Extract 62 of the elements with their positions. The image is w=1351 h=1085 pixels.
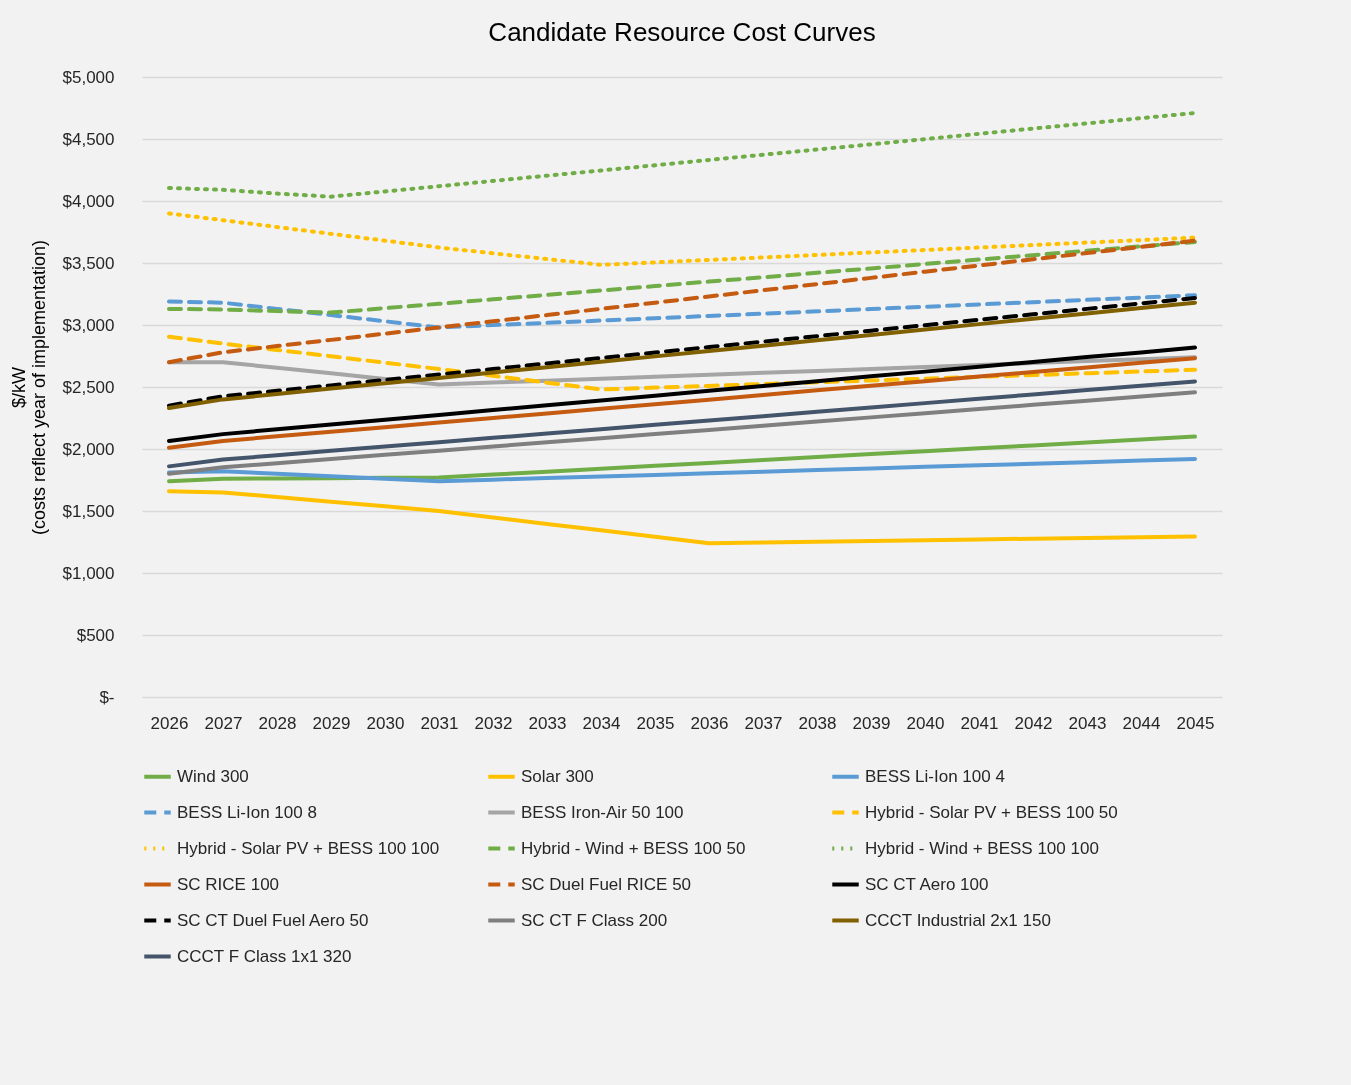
x-tick-label: 2044 xyxy=(1122,713,1161,733)
x-tick-label: 2026 xyxy=(150,713,189,733)
line-series xyxy=(167,239,1197,315)
y-tick-label: $1,000 xyxy=(62,563,115,583)
x-tick-label: 2034 xyxy=(582,713,621,733)
line-series xyxy=(167,334,1197,392)
y-tick-label: $2,000 xyxy=(62,439,115,459)
x-tick-label: 2043 xyxy=(1068,713,1107,733)
legend-label: CCCT F Class 1x1 320 xyxy=(177,946,352,966)
x-tick-label: 2028 xyxy=(258,713,297,733)
line-series xyxy=(167,356,1197,450)
chart-title: Candidate Resource Cost Curves xyxy=(488,17,876,47)
y-tick-label: $2,500 xyxy=(62,377,115,397)
line-series xyxy=(167,489,1197,546)
y-tick-label: $1,500 xyxy=(62,501,115,521)
y-tick-label: $4,500 xyxy=(62,129,115,149)
y-tick-label: $3,000 xyxy=(62,315,115,335)
legend-label: SC CT Aero 100 xyxy=(865,874,989,894)
legend-label: CCCT Industrial 2x1 150 xyxy=(865,910,1051,930)
legend-label: Hybrid - Wind + BESS 100 50 xyxy=(521,838,746,858)
legend-label: Hybrid - Solar PV + BESS 100 100 xyxy=(177,838,440,858)
x-tick-label: 2036 xyxy=(690,713,729,733)
line-series xyxy=(167,211,1197,267)
x-tick-label: 2042 xyxy=(1014,713,1053,733)
x-tick-label: 2041 xyxy=(960,713,999,733)
x-tick-label: 2038 xyxy=(798,713,837,733)
legend-label: SC RICE 100 xyxy=(177,874,280,894)
x-tick-label: 2039 xyxy=(852,713,891,733)
line-series xyxy=(167,110,1197,199)
line-series xyxy=(167,456,1197,484)
line-series xyxy=(167,434,1197,484)
legend-label: SC CT Duel Fuel Aero 50 xyxy=(177,910,369,930)
y-tick-label: $3,500 xyxy=(62,253,115,273)
line-series xyxy=(167,293,1197,330)
legend-label: BESS Li-Ion 100 8 xyxy=(177,802,317,822)
x-tick-label: 2035 xyxy=(636,713,675,733)
y-tick-label: $500 xyxy=(76,625,115,645)
line-series xyxy=(167,379,1197,469)
line-series xyxy=(167,390,1197,476)
x-tick-label: 2030 xyxy=(366,713,405,733)
y-axis-title: $/kW (costs reflect year of implementation) xyxy=(8,239,49,536)
x-tick-label: 2032 xyxy=(474,713,513,733)
y-tick-label: $4,000 xyxy=(62,191,115,211)
legend-label: BESS Li-Ion 100 4 xyxy=(865,766,1005,786)
x-tick-label: 2029 xyxy=(312,713,351,733)
x-tick-label: 2037 xyxy=(744,713,783,733)
legend-label: SC Duel Fuel RICE 50 xyxy=(521,874,692,894)
y-tick-label: $5,000 xyxy=(62,67,115,87)
x-tick-label: 2045 xyxy=(1176,713,1215,733)
legend-label: Hybrid - Solar PV + BESS 100 50 xyxy=(865,802,1118,822)
y-tick-label: $- xyxy=(99,687,115,707)
legend-label: BESS Iron-Air 50 100 xyxy=(521,802,684,822)
legend-label: Solar 300 xyxy=(521,766,594,786)
x-tick-label: 2031 xyxy=(420,713,459,733)
legend-label: SC CT F Class 200 xyxy=(521,910,668,930)
legend-label: Hybrid - Wind + BESS 100 100 xyxy=(865,838,1099,858)
legend-label: Wind 300 xyxy=(177,766,249,786)
x-tick-label: 2027 xyxy=(204,713,243,733)
line-series xyxy=(167,345,1197,443)
x-tick-label: 2040 xyxy=(906,713,945,733)
x-tick-label: 2033 xyxy=(528,713,567,733)
line-series xyxy=(167,238,1197,365)
